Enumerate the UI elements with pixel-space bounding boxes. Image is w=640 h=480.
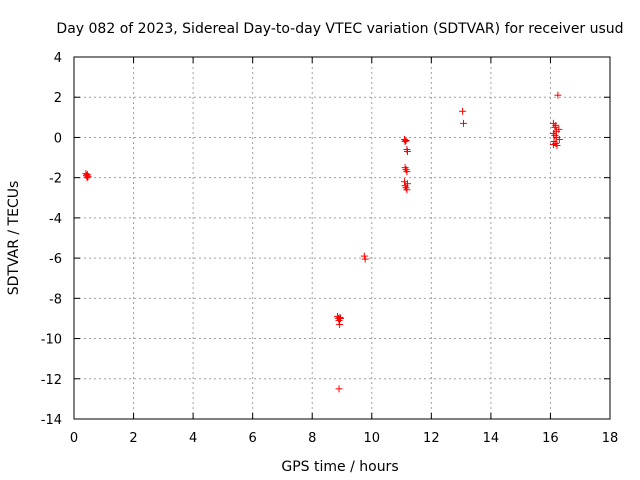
data-point bbox=[555, 125, 563, 133]
data-point bbox=[336, 320, 344, 328]
data-point bbox=[336, 313, 344, 321]
data-point bbox=[84, 173, 92, 181]
x-tick-label: 12 bbox=[423, 431, 440, 446]
y-tick-label: -6 bbox=[49, 252, 62, 267]
y-tick-label: -14 bbox=[41, 413, 62, 428]
x-tick-label: 4 bbox=[189, 431, 197, 446]
y-axis: -14 -12 -10 -8 -6 -4 -2 0 2 4 bbox=[41, 51, 610, 428]
grid-lines bbox=[74, 57, 610, 419]
data-point bbox=[554, 91, 562, 99]
data-point bbox=[555, 135, 563, 143]
x-axis-label: GPS time / hours bbox=[281, 459, 398, 475]
data-point bbox=[459, 119, 467, 127]
y-tick-label: 2 bbox=[54, 91, 62, 106]
x-tick-label: 6 bbox=[249, 431, 257, 446]
y-tick-label: -12 bbox=[41, 373, 62, 388]
x-tick-label: 18 bbox=[602, 431, 619, 446]
y-tick-label: -10 bbox=[41, 333, 62, 348]
data-point bbox=[361, 255, 369, 263]
data-point bbox=[403, 168, 411, 176]
x-tick-label: 2 bbox=[129, 431, 137, 446]
data-point bbox=[549, 140, 557, 148]
data-point bbox=[360, 252, 368, 260]
x-tick-label: 16 bbox=[542, 431, 559, 446]
chart-title: Day 082 of 2023, Sidereal Day-to-day VTE… bbox=[56, 21, 623, 37]
x-tick-label: 14 bbox=[483, 431, 500, 446]
data-point bbox=[335, 385, 343, 393]
data-point bbox=[337, 314, 345, 322]
data-point bbox=[401, 137, 409, 145]
y-tick-label: -8 bbox=[49, 292, 62, 307]
data-point bbox=[402, 136, 410, 144]
y-tick-label: 0 bbox=[54, 131, 62, 146]
data-point bbox=[552, 121, 560, 129]
y-tick-label: -4 bbox=[49, 212, 62, 227]
y-axis-label: SDTVAR / TECUs bbox=[6, 181, 22, 296]
plot-frame bbox=[73, 56, 611, 420]
data-point bbox=[553, 141, 561, 149]
data-point bbox=[404, 180, 412, 188]
data-point bbox=[459, 107, 467, 115]
y-tick-label: -2 bbox=[49, 172, 62, 187]
x-tick-label: 0 bbox=[70, 431, 78, 446]
y-tick-label: 4 bbox=[54, 51, 62, 66]
data-point bbox=[404, 148, 412, 156]
x-tick-label: 8 bbox=[308, 431, 316, 446]
x-axis: 0 2 4 6 8 10 12 14 16 18 bbox=[70, 57, 618, 446]
data-point bbox=[403, 186, 411, 194]
data-points bbox=[82, 91, 563, 393]
x-tick-label: 10 bbox=[364, 431, 381, 446]
